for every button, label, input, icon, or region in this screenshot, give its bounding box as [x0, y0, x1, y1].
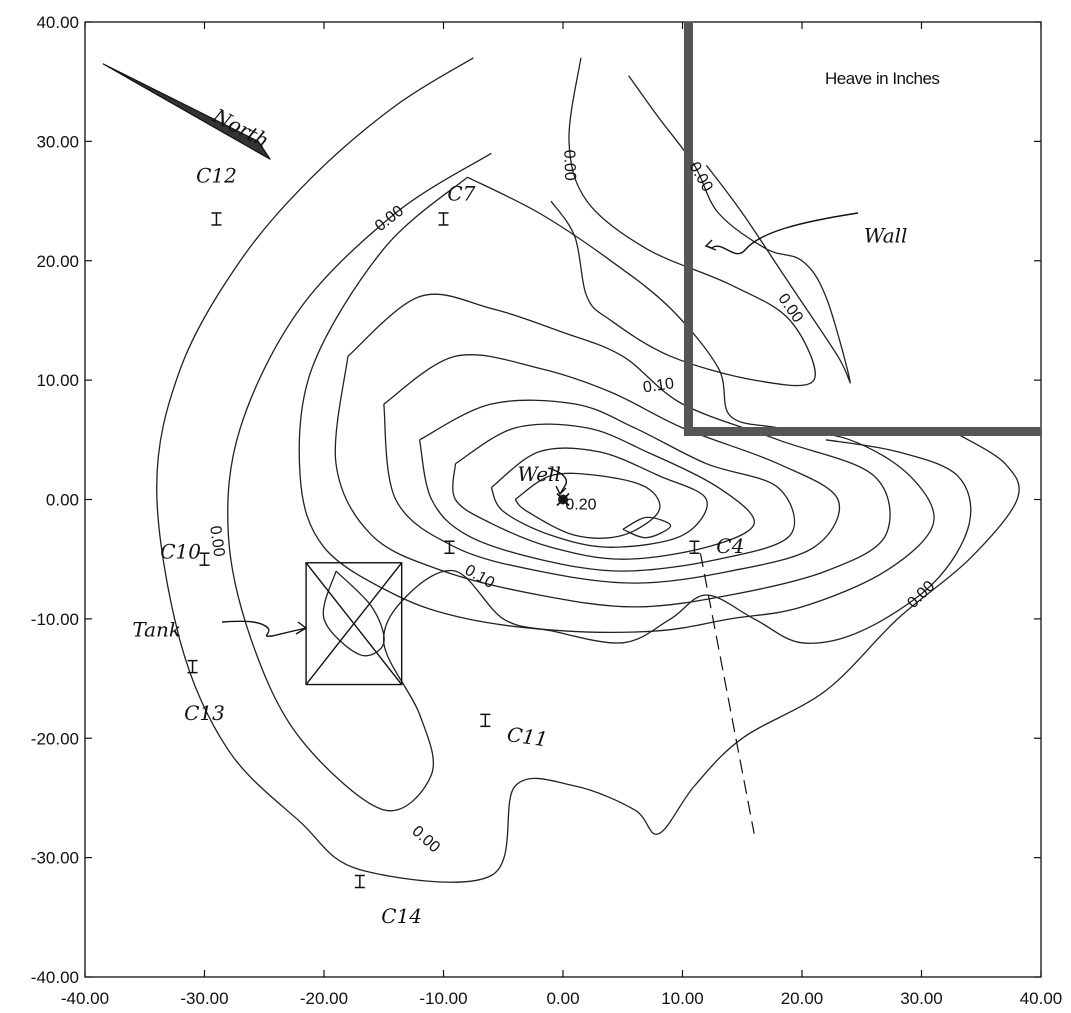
- contour-line: [622, 516, 672, 539]
- boring-marker: [438, 212, 449, 226]
- contour-line: [383, 354, 840, 584]
- contour-label: 0.00: [408, 823, 443, 857]
- y-tick-label: -30.00: [31, 849, 79, 868]
- x-tick-label: 0.00: [546, 989, 579, 1008]
- contour-label: 0.00: [560, 149, 578, 181]
- contour-label: 0.00: [774, 291, 806, 326]
- boring-marker: [199, 552, 210, 566]
- wall-pointer-arrow: [705, 212, 859, 255]
- tank-pointer-arrowhead: [295, 621, 308, 635]
- annotation-wall: Wall: [864, 223, 908, 247]
- contour-lines: [156, 57, 1020, 883]
- boring-marker: [187, 659, 198, 674]
- annotation-north: North: [208, 103, 273, 153]
- well-cross: [556, 492, 570, 507]
- tank-box: [305, 562, 403, 686]
- annotation-c11: C11: [506, 722, 550, 751]
- y-tick-label: 0.00: [46, 491, 79, 510]
- y-tick-label: -10.00: [31, 610, 79, 629]
- y-tick-label: 30.00: [36, 132, 79, 151]
- y-tick-label: 10.00: [36, 371, 79, 390]
- boring-marker: [211, 212, 222, 226]
- tank-diagonal: [305, 562, 403, 685]
- x-tick-label: -40.00: [61, 989, 109, 1008]
- x-tick-label: -20.00: [300, 989, 348, 1008]
- north-arrow: [102, 63, 271, 160]
- contour-labels: 0.000.000.000.000.100.200.100.000.000.00: [206, 149, 938, 856]
- x-tick-label: 10.00: [661, 989, 704, 1008]
- annotation-c7: C7: [447, 182, 475, 206]
- well-pointer-arrowhead: [555, 485, 567, 496]
- boring-marker: [689, 540, 700, 554]
- contour-line: [514, 472, 661, 539]
- contour-line: [452, 423, 755, 560]
- annotation-c12: C12: [196, 164, 237, 188]
- axis-ticks: -40.00 -30.00 -20.00 -10.00 0.00 10.00 20.00 30…: [31, 13, 1062, 1008]
- contour-line: [550, 57, 816, 387]
- annotation-c10: C10: [160, 540, 201, 564]
- well-pointer-arrow: [547, 467, 568, 495]
- y-tick-label: -20.00: [31, 729, 79, 748]
- wall-line: [683, 22, 1041, 436]
- contour-label: 0.20: [565, 497, 596, 514]
- contour-line: [298, 176, 935, 633]
- contour-label: 0.10: [642, 375, 675, 396]
- boring-marker: [354, 874, 365, 889]
- contour-line: [628, 75, 851, 384]
- wall-pointer-arrowhead: [704, 239, 717, 251]
- contour-line: [418, 399, 796, 572]
- chart-title: Heave in Inches: [825, 69, 939, 88]
- contour-label: 0.10: [462, 562, 498, 592]
- x-tick-label: -30.00: [180, 989, 228, 1008]
- y-tick-label: 20.00: [36, 252, 79, 271]
- boring-marker: [480, 713, 491, 728]
- x-tick-label: 30.00: [900, 989, 943, 1008]
- contour-line: [156, 57, 1020, 883]
- annotation-well: Well: [517, 462, 561, 486]
- annotation-c4: C4: [716, 534, 744, 558]
- contour-line: [227, 152, 972, 812]
- contour-label: 0.00: [206, 525, 227, 558]
- boring-marker: [444, 540, 455, 554]
- annotation-c13: C13: [184, 701, 225, 725]
- annotation-tank: Tank: [132, 617, 181, 641]
- contour-line: [334, 293, 891, 608]
- tank-pointer-arrow: [221, 620, 307, 637]
- x-tick-label: 40.00: [1020, 989, 1063, 1008]
- section-dashed-line: [699, 553, 755, 834]
- x-tick-label: -10.00: [419, 989, 467, 1008]
- contour-line: [490, 447, 708, 548]
- annotation-c14: C14: [381, 904, 422, 928]
- y-tick-label: -40.00: [31, 968, 79, 987]
- site-features: [102, 22, 1041, 889]
- x-tick-label: 20.00: [781, 989, 824, 1008]
- y-tick-label: 40.00: [36, 13, 79, 32]
